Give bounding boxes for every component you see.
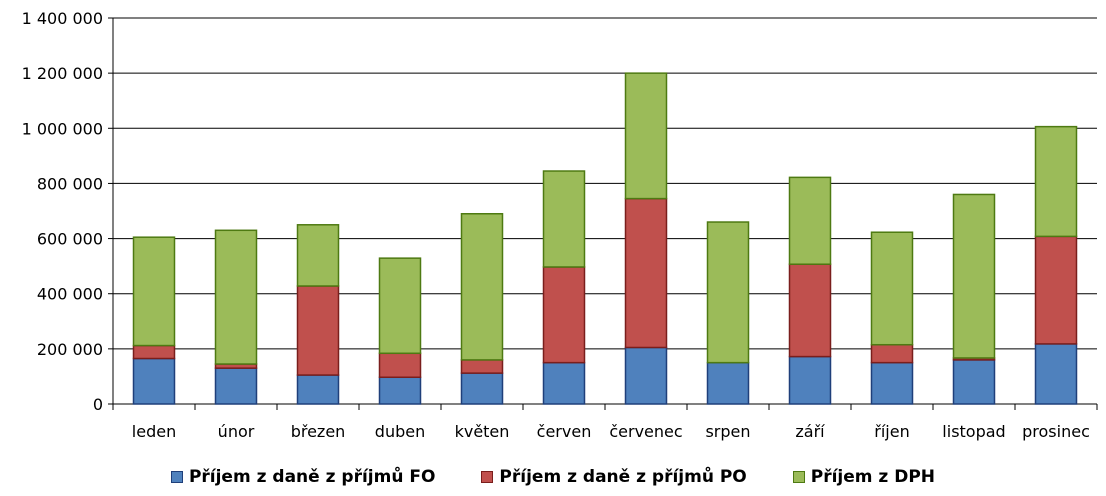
bar-segment-s2-3 <box>378 257 422 355</box>
legend-swatch-dph <box>792 471 805 483</box>
y-tick-label: 1 000 000 <box>22 119 103 138</box>
bar-segment-s2-7 <box>706 221 750 364</box>
y-tick-label: 400 000 <box>37 285 103 304</box>
bar-segment-s2-0 <box>132 236 176 347</box>
y-tick-label: 0 <box>93 395 103 414</box>
bar-segment-s0-1 <box>214 367 258 405</box>
bar-segment-s2-11 <box>1034 125 1078 238</box>
x-tick-label: leden <box>132 422 176 441</box>
bar-segment-s0-11 <box>1034 343 1078 405</box>
bar-segment-s1-6 <box>624 197 668 349</box>
y-tick-label: 800 000 <box>37 174 103 193</box>
bar-segment-s1-2 <box>296 285 340 376</box>
x-tick-label: únor <box>218 422 255 441</box>
bar-segment-s0-8 <box>788 355 832 405</box>
bar-segment-s1-8 <box>788 263 832 358</box>
y-tick-label: 600 000 <box>37 230 103 249</box>
bar-segment-s0-4 <box>460 372 504 405</box>
x-tick-label: prosinec <box>1022 422 1090 441</box>
bar-segment-s2-9 <box>870 231 914 346</box>
x-tick-label: srpen <box>705 422 750 441</box>
bar-segment-s1-0 <box>132 344 176 360</box>
bar-segment-s1-11 <box>1034 235 1078 345</box>
bar-segment-s2-1 <box>214 229 258 365</box>
legend-swatch-po <box>481 471 494 483</box>
bar-segment-s1-9 <box>870 343 914 364</box>
x-tick-label: květen <box>455 422 510 441</box>
bar-segment-s0-0 <box>132 357 176 405</box>
bar-segment-s0-6 <box>624 346 668 405</box>
legend-label-dph: Příjem z DPH <box>810 467 936 487</box>
legend-label-po: Příjem z daně z příjmů PO <box>499 467 747 487</box>
bar-segment-s0-10 <box>952 359 996 405</box>
legend: Příjem z daně z příjmů FO Příjem z daně … <box>0 462 1106 492</box>
y-tick-label: 1 400 000 <box>22 9 103 28</box>
legend-item-dph: Příjem z DPH <box>792 467 936 487</box>
bar-segment-s0-2 <box>296 374 340 405</box>
y-tick-label: 1 200 000 <box>22 64 103 83</box>
bar-segment-s1-4 <box>460 359 504 374</box>
x-tick-label: září <box>795 422 825 441</box>
x-tick-label: březen <box>291 422 346 441</box>
x-tick-label: duben <box>375 422 425 441</box>
legend-label-fo: Příjem z daně z příjmů FO <box>188 467 436 487</box>
x-tick-label: červen <box>537 422 592 441</box>
x-tick-label: červenec <box>609 422 682 441</box>
bar-segment-s1-3 <box>378 352 422 379</box>
bar-segment-s2-5 <box>542 170 586 268</box>
bar-segment-s1-5 <box>542 266 586 364</box>
bar-segment-s2-10 <box>952 193 996 359</box>
x-tick-label: listopad <box>942 422 1005 441</box>
stacked-bar-chart: 0 200 000 400 000 600 000 800 000 1 000 000 1 … <box>22 9 1098 441</box>
bar-segment-s0-7 <box>706 361 750 405</box>
bar-segment-s0-3 <box>378 376 422 405</box>
bar-segment-s0-9 <box>870 361 914 405</box>
bar-segment-s0-5 <box>542 361 586 405</box>
legend-item-po: Příjem z daně z příjmů PO <box>481 467 747 487</box>
legend-item-fo: Příjem z daně z příjmů FO <box>170 467 436 487</box>
bar-segment-s2-6 <box>624 72 668 200</box>
bar-segment-s2-4 <box>460 213 504 361</box>
bar-segment-s2-8 <box>788 176 832 265</box>
bar-segment-s2-2 <box>296 224 340 287</box>
y-tick-label: 200 000 <box>37 340 103 359</box>
legend-swatch-fo <box>170 471 183 483</box>
x-tick-label: říjen <box>874 422 909 441</box>
